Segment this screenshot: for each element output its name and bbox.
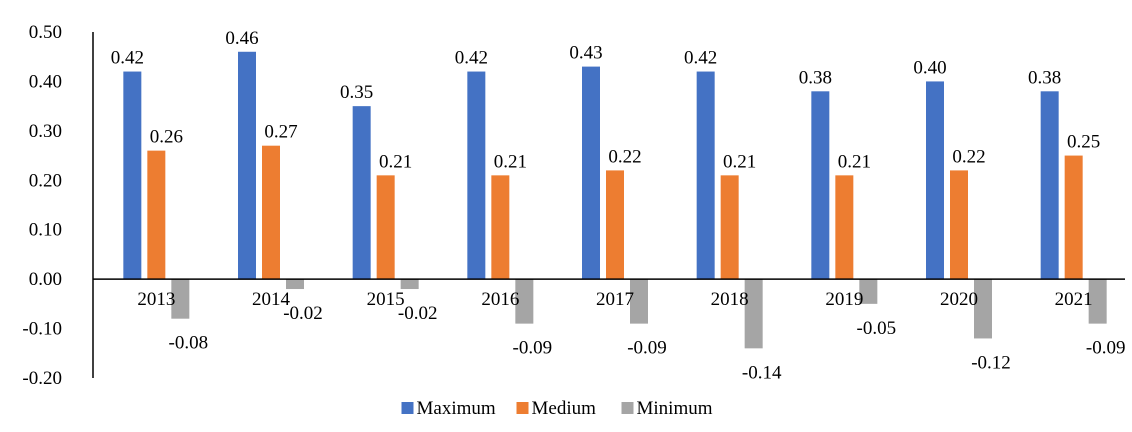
y-tick-label: 0.50 <box>29 22 62 43</box>
data-label-maximum: 0.40 <box>913 57 946 78</box>
data-label-minimum: -0.05 <box>857 318 897 339</box>
bar-maximum <box>696 71 715 280</box>
bar-maximum <box>352 106 371 280</box>
y-tick-label: 0.10 <box>29 220 62 241</box>
data-label-maximum: 0.42 <box>684 48 717 69</box>
data-label-medium: 0.21 <box>494 151 527 172</box>
bar-minimum <box>1088 279 1107 324</box>
x-tick-label: 2019 <box>825 289 863 310</box>
bar-medium <box>147 150 166 280</box>
bar-medium <box>376 175 395 280</box>
bar-medium <box>835 175 854 280</box>
data-label-medium: 0.22 <box>608 146 641 167</box>
legend-swatch-maximum <box>401 402 414 414</box>
data-label-minimum: -0.12 <box>971 352 1011 373</box>
legend-label-medium: Medium <box>532 398 597 419</box>
data-label-minimum: -0.09 <box>513 338 553 359</box>
data-label-maximum: 0.42 <box>455 48 488 69</box>
y-tick-label: -0.10 <box>22 319 62 340</box>
data-label-maximum: 0.43 <box>569 43 602 64</box>
data-label-medium: 0.22 <box>952 146 985 167</box>
bar-medium <box>606 170 624 280</box>
x-tick-label: 2013 <box>137 289 175 310</box>
data-label-medium: 0.26 <box>150 127 183 148</box>
bar-minimum <box>515 279 534 324</box>
data-label-minimum: -0.02 <box>398 303 438 324</box>
bar-medium <box>950 170 968 280</box>
data-label-maximum: 0.38 <box>799 67 832 88</box>
data-label-maximum: 0.46 <box>225 28 258 49</box>
x-tick-label: 2014 <box>252 289 291 310</box>
bar-minimum <box>171 279 190 319</box>
bar-maximum <box>238 51 256 280</box>
bar-maximum <box>1040 91 1059 280</box>
legend-label-minimum: Minimum <box>637 398 713 419</box>
data-label-minimum: -0.09 <box>627 338 667 359</box>
x-tick-label: 2017 <box>596 289 634 310</box>
y-tick-label: -0.20 <box>22 368 62 389</box>
data-label-medium: 0.25 <box>1067 132 1100 153</box>
x-tick-label: 2016 <box>481 289 519 310</box>
bar-minimum <box>859 279 878 304</box>
bar-minimum <box>974 279 992 339</box>
bar-maximum <box>926 81 944 280</box>
bars <box>123 51 1107 349</box>
bar-maximum <box>467 71 486 280</box>
bar-maximum <box>123 71 142 280</box>
data-label-medium: 0.21 <box>379 151 412 172</box>
data-label-minimum: -0.08 <box>169 333 209 354</box>
legend-swatch-medium <box>516 402 529 414</box>
bar-medium <box>491 175 510 280</box>
bar-maximum <box>811 91 830 280</box>
legend: Maximum Medium Minimum <box>401 398 713 419</box>
y-tick-label: 0.20 <box>29 170 62 191</box>
data-label-maximum: 0.38 <box>1028 67 1061 88</box>
data-labels: 0.42 0.26 -0.08 0.46 0.27 -0.02 0.35 0.21 -0.02 0… <box>111 28 1126 384</box>
data-label-minimum: -0.02 <box>283 303 323 324</box>
x-tick-label: 2018 <box>711 289 749 310</box>
bar-medium <box>262 145 280 280</box>
legend-label-maximum: Maximum <box>417 398 496 419</box>
bar-minimum <box>286 279 304 290</box>
x-axis: 2013 2014 2015 2016 2017 2018 2019 2020 2021 <box>93 278 1125 310</box>
x-tick-label: 2015 <box>367 289 405 310</box>
bar-minimum <box>630 279 648 324</box>
data-label-minimum: -0.14 <box>742 362 782 383</box>
bar-minimum <box>744 279 763 349</box>
y-axis: 0.50 0.40 0.30 0.20 0.10 0.00 -0.10 -0.20 <box>22 22 94 389</box>
y-tick-label: 0.40 <box>29 71 62 92</box>
data-label-medium: 0.21 <box>723 151 756 172</box>
data-label-medium: 0.21 <box>838 151 871 172</box>
y-tick-label: 0.00 <box>29 269 62 290</box>
bar-maximum <box>582 66 600 280</box>
legend-swatch-minimum <box>621 402 634 414</box>
bar-minimum <box>400 279 419 290</box>
data-label-maximum: 0.42 <box>111 48 144 69</box>
x-tick-label: 2021 <box>1055 289 1093 310</box>
x-tick-label: 2020 <box>940 289 978 310</box>
data-label-minimum: -0.09 <box>1086 338 1126 359</box>
bar-medium <box>720 175 739 280</box>
data-label-medium: 0.27 <box>264 122 297 143</box>
bar-medium <box>1064 155 1083 280</box>
data-label-maximum: 0.35 <box>340 82 373 103</box>
y-tick-label: 0.30 <box>29 121 62 142</box>
